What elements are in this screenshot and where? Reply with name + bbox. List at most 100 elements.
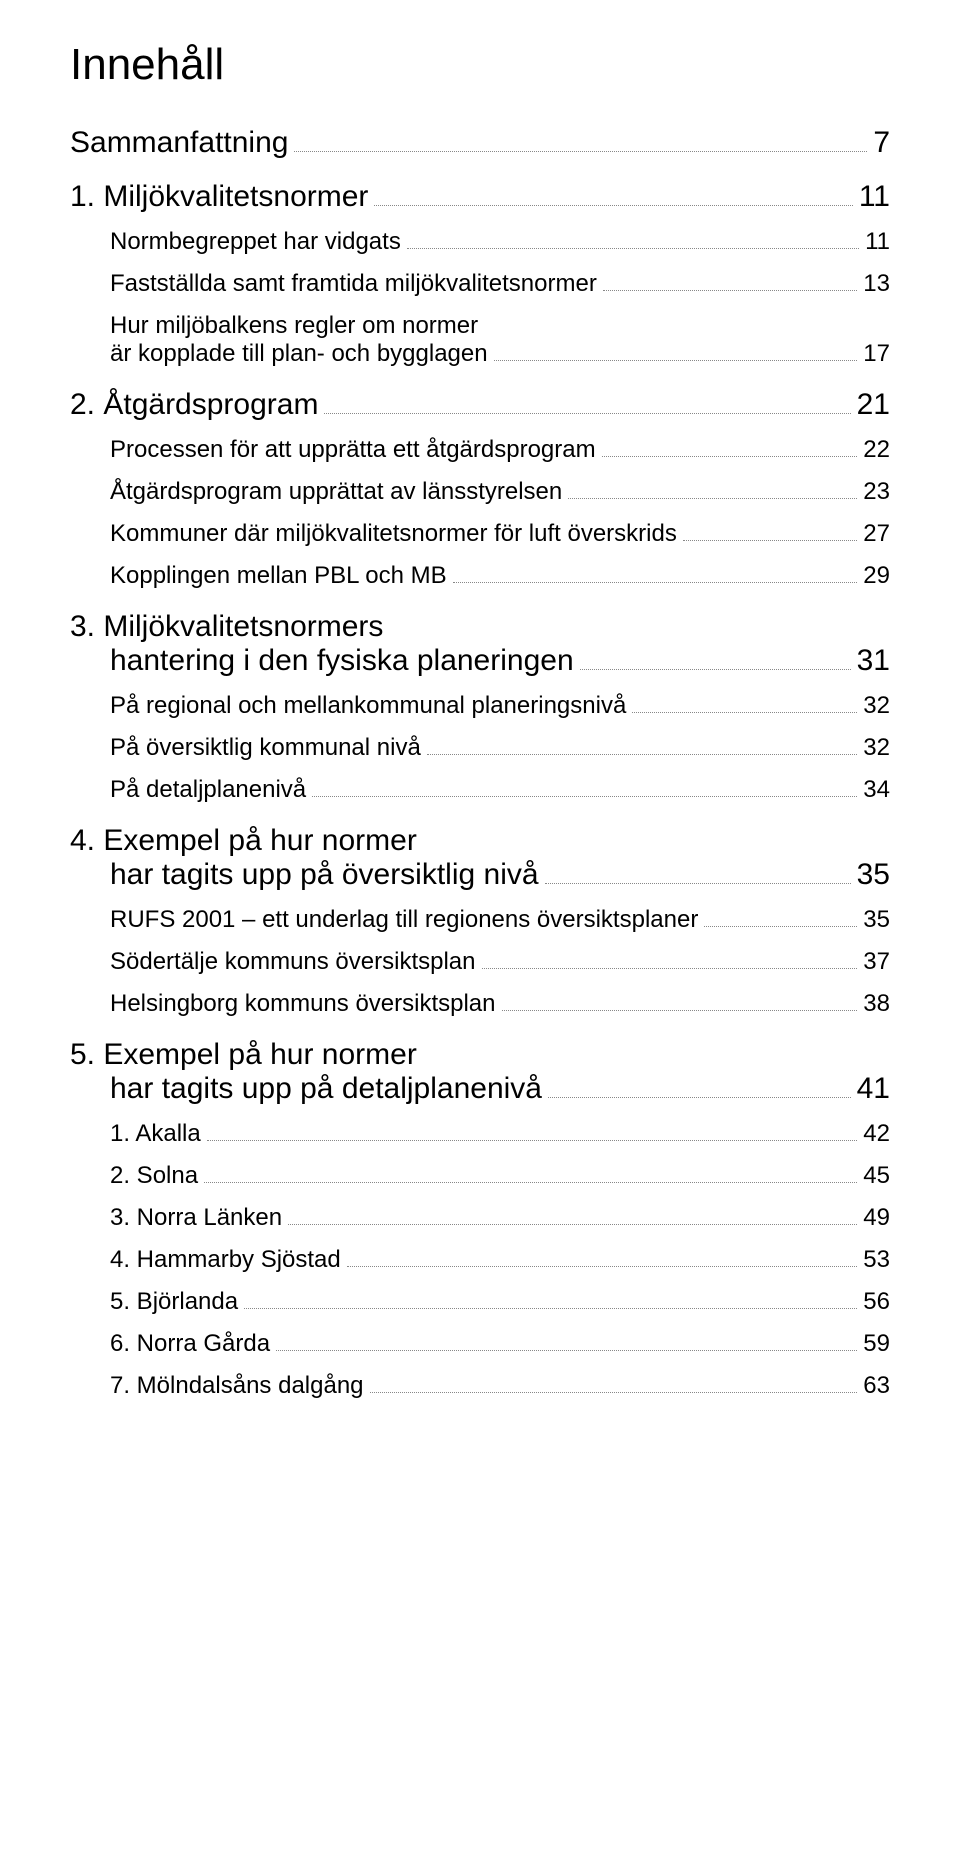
toc-entry-page: 32	[863, 692, 890, 720]
toc-leader	[204, 1182, 857, 1183]
toc-entry: 1. Akalla 42	[110, 1120, 890, 1148]
toc-entry-label: Helsingborg kommuns översiktsplan	[110, 990, 496, 1018]
toc-entry-page: 21	[857, 388, 890, 422]
toc-entry-label-line2: är kopplade till plan- och bygglagen	[110, 340, 488, 368]
toc-entry: 1. Miljökvalitetsnormer11	[70, 180, 890, 214]
toc-entry-label: 2. Åtgärdsprogram	[70, 388, 318, 422]
toc-entry-page: 11	[859, 180, 890, 214]
toc-leader	[482, 968, 858, 969]
toc-entry: 3. Miljökvalitetsnormershantering i den …	[70, 610, 890, 678]
toc-entry-page: 49	[863, 1204, 890, 1232]
toc-entry: På detaljplanenivå34	[110, 776, 890, 804]
toc-entry: Processen för att upprätta ett åtgärdspr…	[110, 436, 890, 464]
toc-entry-label: 5. Björlanda	[110, 1288, 238, 1316]
toc-leader	[548, 1097, 851, 1098]
toc-entry-label: På översiktlig kommunal nivå	[110, 734, 421, 762]
toc-leader	[276, 1350, 857, 1351]
toc-leader	[312, 796, 857, 797]
toc-entry-label: Normbegreppet har vidgats	[110, 228, 401, 256]
toc-leader	[683, 540, 857, 541]
toc-entry-page: 63	[863, 1372, 890, 1400]
toc-entry: Helsingborg kommuns översiktsplan 38	[110, 990, 890, 1018]
toc-entry-label: 3. Norra Länken	[110, 1204, 282, 1232]
toc-entry-page: 27	[863, 520, 890, 548]
toc-entry: 3. Norra Länken 49	[110, 1204, 890, 1232]
toc-leader	[602, 456, 858, 457]
toc-entry-label: 4. Hammarby Sjöstad	[110, 1246, 341, 1274]
toc-entry-page: 22	[863, 436, 890, 464]
toc-leader	[502, 1010, 858, 1011]
toc-entry-label: Södertälje kommuns översiktsplan	[110, 948, 476, 976]
toc-entry-page: 34	[863, 776, 890, 804]
toc-entry-label-line2: har tagits upp på detaljplanenivå	[110, 1072, 542, 1106]
toc-entry-label: Sammanfattning	[70, 126, 288, 160]
toc-entry-page: 11	[865, 228, 890, 256]
toc-leader	[632, 712, 857, 713]
toc-entry-page: 59	[863, 1330, 890, 1358]
toc-leader	[207, 1140, 858, 1141]
toc-leader	[580, 669, 851, 670]
toc-entry-label: På regional och mellankommunal planering…	[110, 692, 626, 720]
toc-entry: Kommuner där miljökvalitetsnormer för lu…	[110, 520, 890, 548]
toc-entry-label-line2: har tagits upp på översiktlig nivå	[110, 858, 539, 892]
toc-leader	[453, 582, 858, 583]
toc-entry-label: 2. Solna	[110, 1162, 198, 1190]
toc-entry-page: 42	[863, 1120, 890, 1148]
toc-entry: 4. Exempel på hur normerhar tagits upp p…	[70, 824, 890, 892]
toc-leader	[407, 248, 859, 249]
toc-entry-label: RUFS 2001 – ett underlag till regionens …	[110, 906, 698, 934]
toc-entry-page: 53	[863, 1246, 890, 1274]
toc-entry-page: 56	[863, 1288, 890, 1316]
toc-entry: 2. Solna 45	[110, 1162, 890, 1190]
toc-entry: Åtgärdsprogram upprättat av länsstyrelse…	[110, 478, 890, 506]
toc-entry: 5. Björlanda 56	[110, 1288, 890, 1316]
toc-entry: Normbegreppet har vidgats 11	[110, 228, 890, 256]
toc-entry-page: 45	[863, 1162, 890, 1190]
toc-entry: 4. Hammarby Sjöstad 53	[110, 1246, 890, 1274]
toc-entry-page: 41	[857, 1072, 890, 1106]
toc-entry: Fastställda samt framtida miljökvalitets…	[110, 270, 890, 298]
toc-entry: 7. Mölndalsåns dalgång 63	[110, 1372, 890, 1400]
toc-entry: Hur miljöbalkens regler om normerär kopp…	[110, 312, 890, 368]
toc-leader	[374, 205, 852, 206]
toc-entry-label: Kopplingen mellan PBL och MB	[110, 562, 447, 590]
toc-entry: Sammanfattning 7	[70, 126, 890, 160]
toc-entry-page: 29	[863, 562, 890, 590]
toc-leader	[347, 1266, 858, 1267]
toc-entry: Kopplingen mellan PBL och MB 29	[110, 562, 890, 590]
toc-entry-page: 32	[863, 734, 890, 762]
toc-entry-page: 17	[863, 340, 890, 368]
toc-leader	[704, 926, 857, 927]
toc-entry-label-line1: 5. Exempel på hur normer	[70, 1038, 890, 1072]
toc-entry-label: 7. Mölndalsåns dalgång	[110, 1372, 364, 1400]
toc-entry-page: 31	[857, 644, 890, 678]
toc-leader	[324, 413, 850, 414]
toc-entry-label: 6. Norra Gårda	[110, 1330, 270, 1358]
toc-leader	[244, 1308, 857, 1309]
toc-leader	[288, 1224, 857, 1225]
toc-entry-label-line1: 3. Miljökvalitetsnormers	[70, 610, 890, 644]
toc-leader	[545, 883, 851, 884]
toc-leader	[568, 498, 857, 499]
toc-leader	[494, 360, 858, 361]
toc-entry-page: 7	[873, 126, 890, 160]
page-title: Innehåll	[70, 40, 890, 90]
toc-entry-label: Åtgärdsprogram upprättat av länsstyrelse…	[110, 478, 562, 506]
toc-entry-page: 23	[863, 478, 890, 506]
toc-entry: 6. Norra Gårda 59	[110, 1330, 890, 1358]
toc-leader	[294, 151, 867, 152]
toc-entry-label-line1: 4. Exempel på hur normer	[70, 824, 890, 858]
toc-entry: På översiktlig kommunal nivå 32	[110, 734, 890, 762]
toc-leader	[427, 754, 858, 755]
toc-leader	[370, 1392, 858, 1393]
toc-entry-label: Fastställda samt framtida miljökvalitets…	[110, 270, 597, 298]
toc-entry: 2. Åtgärdsprogram 21	[70, 388, 890, 422]
toc-entry: RUFS 2001 – ett underlag till regionens …	[110, 906, 890, 934]
toc-entry-page: 35	[857, 858, 890, 892]
toc-entry-label: Processen för att upprätta ett åtgärdspr…	[110, 436, 596, 464]
toc-entry-label-line2: hantering i den fysiska planeringen	[110, 644, 574, 678]
toc-entry: 5. Exempel på hur normerhar tagits upp p…	[70, 1038, 890, 1106]
toc-entry-page: 35	[863, 906, 890, 934]
toc-entry-page: 38	[863, 990, 890, 1018]
toc-entry-label: 1. Akalla	[110, 1120, 201, 1148]
